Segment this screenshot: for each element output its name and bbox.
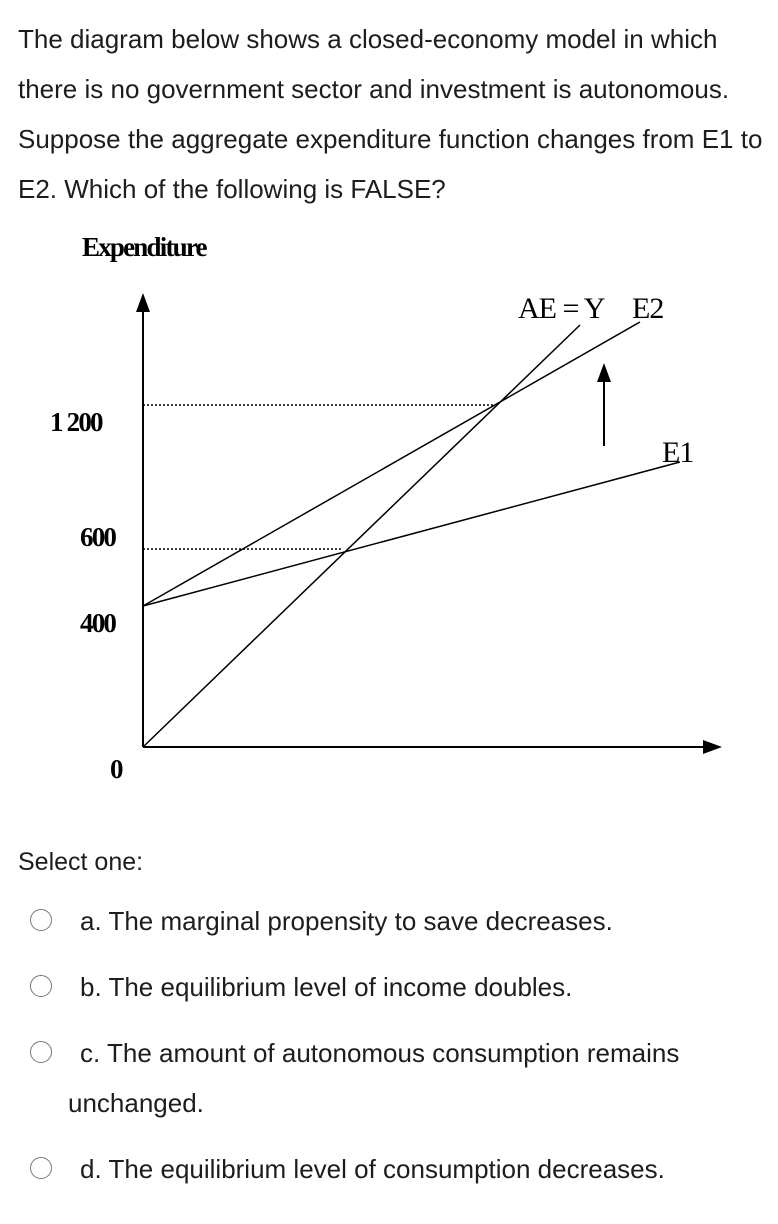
option-b[interactable]: b. The equilibrium level of income doubl…: [30, 962, 750, 1012]
option-d-letter: d.: [80, 1154, 102, 1184]
radio-button-c[interactable]: [30, 1041, 52, 1063]
radio-button-d[interactable]: [30, 1157, 52, 1179]
option-a-letter: a.: [80, 906, 102, 936]
origin-label: 0: [110, 754, 123, 784]
option-a-text: The marginal propensity to save decrease…: [108, 906, 613, 936]
option-a-label: a. The marginal propensity to save decre…: [30, 896, 750, 946]
shift-arrow-head: [597, 363, 611, 382]
option-d[interactable]: d. The equilibrium level of consumption …: [30, 1144, 750, 1194]
option-c-label: c. The amount of autonomous consumption …: [30, 1028, 750, 1128]
select-one-label: Select one:: [18, 848, 144, 876]
option-d-text: The equilibrium level of consumption dec…: [108, 1154, 665, 1184]
option-d-label: d. The equilibrium level of consumption …: [30, 1144, 750, 1194]
y-axis-arrowhead: [136, 293, 150, 312]
tick-label-1200: 1 200: [50, 407, 103, 437]
tick-label-400: 400: [80, 608, 116, 638]
option-c[interactable]: c. The amount of autonomous consumption …: [30, 1028, 750, 1128]
expenditure-diagram: Expenditure 1 200 600 400 0 AE = Y E2 E1: [50, 232, 722, 784]
e1-label: E1: [662, 436, 693, 469]
option-b-label: b. The equilibrium level of income doubl…: [30, 962, 750, 1012]
x-axis-arrowhead: [703, 740, 722, 754]
option-c-letter: c.: [80, 1038, 101, 1068]
e2-line: [142, 321, 641, 607]
e1-line: [142, 461, 681, 607]
tick-label-600: 600: [80, 522, 116, 552]
y-axis-label: Expenditure: [82, 232, 208, 262]
option-c-text: The amount of autonomous consumption rem…: [68, 1038, 680, 1118]
option-a[interactable]: a. The marginal propensity to save decre…: [30, 896, 750, 946]
option-b-text: The equilibrium level of income doubles.: [108, 972, 573, 1002]
ae-y-label: AE = Y: [518, 292, 605, 325]
radio-button-b[interactable]: [30, 975, 52, 997]
question-text: The diagram below shows a closed-economy…: [18, 24, 763, 204]
e2-label: E2: [632, 292, 663, 325]
option-b-letter: b.: [80, 972, 102, 1002]
radio-button-a[interactable]: [30, 909, 52, 931]
ae-y-line: [142, 324, 581, 748]
